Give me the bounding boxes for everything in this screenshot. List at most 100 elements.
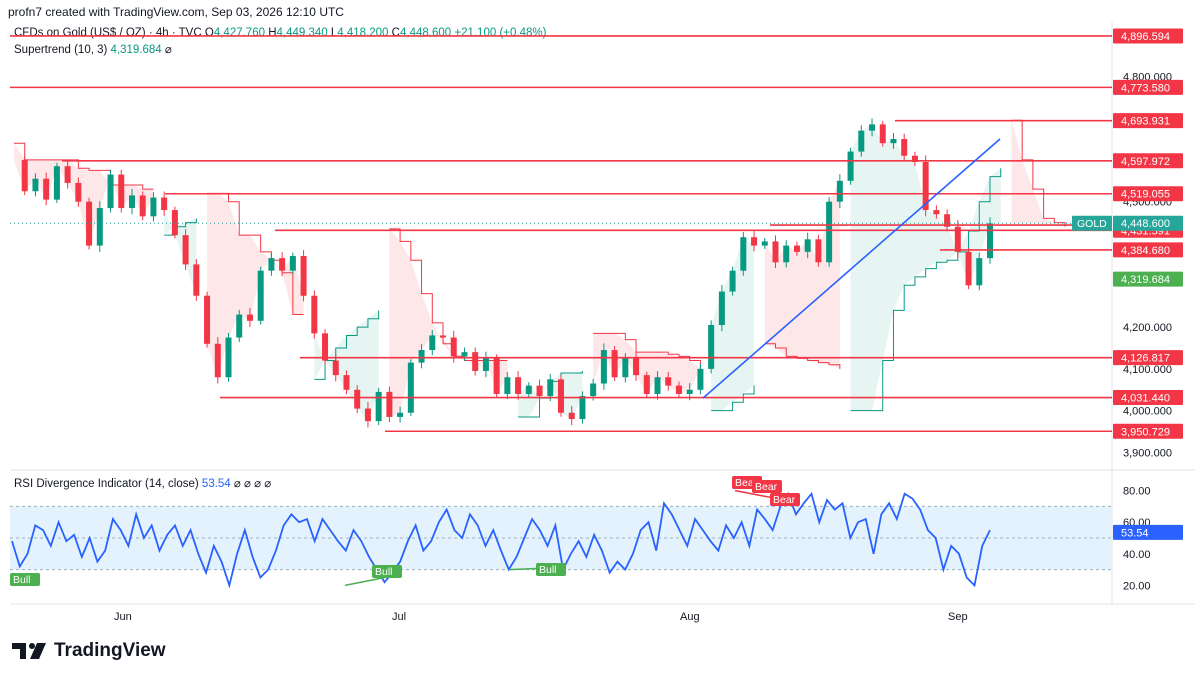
trendline	[702, 138, 1001, 399]
candle-body	[53, 166, 60, 200]
candle-body	[472, 352, 479, 371]
candle-body	[536, 385, 543, 397]
candle-body	[354, 389, 361, 409]
candle-body	[343, 375, 350, 390]
candle-body	[300, 256, 307, 296]
candle-body	[236, 314, 243, 338]
candle-body	[740, 237, 747, 271]
supertrend-hidden-icon[interactable]: ⌀	[164, 44, 172, 56]
supertrend-fill-up	[850, 124, 1001, 411]
candle-body	[182, 235, 189, 265]
candle-body	[311, 295, 318, 334]
supertrend-fill-down	[764, 180, 840, 369]
candle-body	[171, 210, 178, 236]
supertrend-fill-down	[389, 228, 508, 417]
candle-body	[622, 358, 629, 378]
supertrend-value: 4,319.684	[110, 44, 162, 56]
bull-divergence-line	[344, 576, 386, 587]
candle-body	[933, 210, 940, 215]
candle-body	[568, 412, 575, 420]
candle-body	[954, 226, 961, 252]
candle-body	[858, 130, 865, 152]
candle-body	[525, 385, 532, 394]
rsi-hidden-icons[interactable]: ⌀ ⌀ ⌀ ⌀	[233, 478, 272, 490]
tradingview-brand: TradingView	[54, 640, 166, 661]
candle-body	[225, 337, 232, 378]
candle-body	[364, 408, 371, 422]
bull-signal-label-bg	[372, 565, 402, 578]
candle-body	[193, 264, 200, 296]
candle-body	[493, 358, 500, 394]
supertrend-fill-down	[14, 143, 154, 246]
bull-signal-label-bg	[536, 563, 566, 576]
candle-body	[32, 178, 39, 192]
candle-body	[965, 251, 972, 286]
time-axis-tick-label: Jun	[114, 611, 132, 623]
level-price-tag: 4,519.055	[1121, 189, 1170, 201]
supertrend-legend: Supertrend (10, 3) 4,319.684 ⌀	[14, 42, 172, 56]
supertrend-fill-down	[207, 193, 304, 378]
level-price-tag-bg	[1113, 350, 1183, 366]
candle-body	[332, 360, 339, 376]
candle-body	[804, 239, 811, 252]
candle-body	[268, 258, 275, 271]
symbol-tag: GOLD	[1077, 218, 1107, 230]
rsi-label[interactable]: RSI Divergence Indicator (14, close)	[14, 478, 199, 490]
candle-body	[911, 155, 918, 163]
candle-body	[150, 197, 157, 217]
candle-body	[987, 223, 993, 259]
candle-body	[836, 180, 843, 202]
candle-body	[440, 335, 447, 338]
candle-body	[847, 151, 854, 181]
candle-body	[751, 237, 758, 246]
bear-signal-label: Bear	[773, 494, 796, 506]
bull-signal-label: Bull	[375, 566, 393, 578]
candle-body	[429, 335, 436, 351]
candle-body	[96, 207, 103, 246]
level-price-tag: 4,693.931	[1121, 116, 1170, 128]
level-price-tag: 4,384.680	[1121, 245, 1170, 257]
candle-body	[118, 174, 125, 208]
level-price-tag-bg	[1113, 390, 1183, 406]
candle-body	[107, 174, 114, 208]
supertrend-label[interactable]: Supertrend (10, 3)	[14, 44, 108, 56]
candle-body	[397, 412, 404, 417]
candle-body	[922, 162, 929, 211]
candle-body	[793, 245, 800, 252]
candle-body	[901, 139, 908, 156]
candle-body	[729, 270, 736, 292]
price-axis-tick-label: 3,900.000	[1123, 447, 1172, 459]
candle-body	[665, 377, 672, 386]
level-price-tag-bg	[1113, 28, 1183, 44]
level-price-tag-bg	[1113, 113, 1183, 129]
candle-body	[86, 201, 93, 246]
symbol-tag-bg	[1072, 215, 1112, 231]
level-price-tag: 4,597.972	[1121, 156, 1170, 168]
candle-body	[289, 256, 296, 271]
candle-body	[214, 343, 221, 378]
supertrend-price-tag: 4,319.684	[1121, 274, 1170, 286]
candle-body	[504, 377, 511, 394]
level-price-tag-bg	[1113, 186, 1183, 202]
level-price-tag: 3,950.729	[1121, 426, 1170, 438]
candle-body	[976, 258, 983, 286]
level-price-tag-bg	[1113, 242, 1183, 258]
price-axis-tick-label: 4,100.000	[1123, 364, 1172, 376]
candle-body	[322, 333, 329, 361]
candle-body	[204, 295, 211, 344]
candle-body	[772, 241, 779, 263]
rsi-axis-tick-label: 40.00	[1123, 549, 1151, 561]
level-price-tag: 4,126.817	[1121, 353, 1170, 365]
candle-body	[64, 166, 71, 183]
high-label: H	[268, 27, 277, 39]
rsi-value: 53.54	[201, 478, 231, 490]
candle-body	[579, 396, 586, 420]
candle-body	[879, 124, 886, 144]
candle-body	[675, 385, 682, 394]
candle-body	[590, 383, 597, 397]
candle-body	[75, 182, 82, 202]
candle-body	[482, 358, 489, 371]
supertrend-fill-up	[711, 237, 755, 411]
level-price-tag: 4,896.594	[1121, 31, 1170, 43]
